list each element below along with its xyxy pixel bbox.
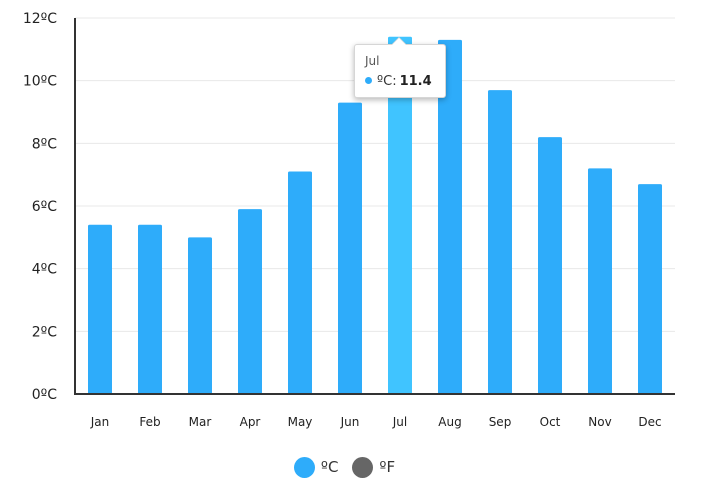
- x-tick-label: Mar: [189, 415, 212, 429]
- x-tick-label: Jan: [90, 415, 110, 429]
- bar-tooltip: Jul ºC: 11.4: [354, 37, 446, 98]
- x-tick-label: Nov: [588, 415, 611, 429]
- y-tick-label: 10ºC: [23, 74, 57, 90]
- legend-marker-celsius: [293, 456, 315, 478]
- x-tick-label: Apr: [240, 415, 261, 429]
- legend-marker-fahrenheit: [352, 456, 374, 478]
- bar-may[interactable]: [288, 171, 312, 394]
- x-tick-label: May: [288, 415, 313, 429]
- bar-nov[interactable]: [588, 168, 612, 394]
- tooltip-series-dot: [365, 77, 372, 84]
- bar-aug[interactable]: [438, 39, 462, 394]
- bars: [88, 36, 662, 395]
- bar-feb[interactable]: [138, 224, 162, 394]
- y-tick-label: 2ºC: [32, 324, 58, 340]
- bar-mar[interactable]: [188, 237, 212, 394]
- tooltip-value: 11.4: [399, 74, 432, 89]
- bar-sep[interactable]: [488, 90, 512, 395]
- x-tick-label: Jun: [340, 415, 360, 429]
- legend-item-celsius[interactable]: ºC: [293, 456, 339, 478]
- x-tick-label: Dec: [638, 415, 661, 429]
- tooltip-series-label: ºC:: [377, 74, 397, 89]
- bar-jun[interactable]: [338, 102, 362, 394]
- y-tick-label: 6ºC: [32, 199, 58, 215]
- bar-dec[interactable]: [638, 184, 662, 394]
- y-tick-label: 8ºC: [32, 136, 58, 152]
- x-tick-label: Jul: [392, 415, 407, 429]
- x-tick-label: Feb: [139, 415, 160, 429]
- x-axis-ticks: Jan Feb Mar Apr May Jun Jul Aug Sep Oct Nov Dec: [90, 415, 662, 429]
- legend-label-fahrenheit: ºF: [379, 458, 396, 476]
- tooltip-row: ºC: 11.4: [365, 74, 435, 90]
- bar-apr[interactable]: [238, 209, 262, 394]
- x-tick-label: Aug: [438, 415, 461, 429]
- y-tick-label: 12ºC: [23, 11, 57, 27]
- legend-label-celsius: ºC: [320, 458, 339, 476]
- x-tick-label: Sep: [489, 415, 512, 429]
- bar-oct[interactable]: [538, 137, 562, 395]
- x-tick-label: Oct: [540, 415, 561, 429]
- y-tick-label: 4ºC: [32, 262, 58, 278]
- bar-jul[interactable]: [388, 36, 412, 395]
- y-tick-label: 0ºC: [32, 387, 58, 403]
- axes: [74, 18, 675, 395]
- chart-legend: ºC ºF: [0, 454, 703, 480]
- tooltip-title: Jul: [365, 54, 380, 68]
- legend-item-fahrenheit[interactable]: ºF: [352, 456, 396, 478]
- bar-jan[interactable]: [88, 224, 112, 394]
- y-axis-ticks: 0ºC 2ºC 4ºC 6ºC 8ºC 10ºC 12ºC: [23, 11, 57, 403]
